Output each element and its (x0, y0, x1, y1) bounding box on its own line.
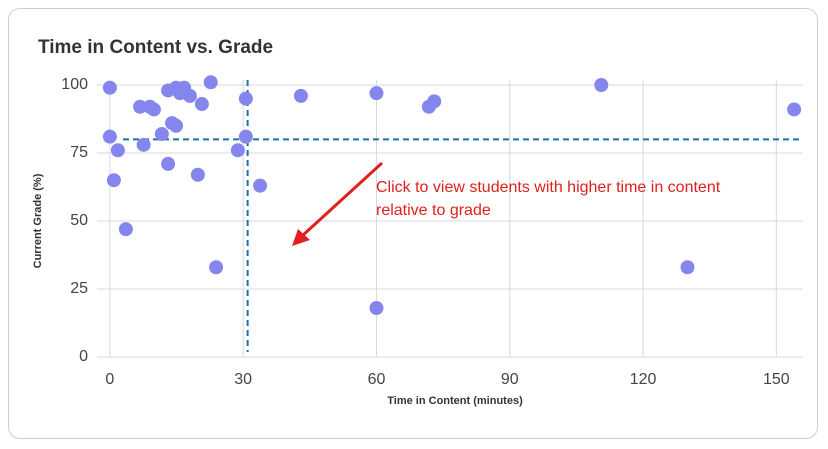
x-tick-label: 0 (105, 371, 114, 388)
point (369, 301, 384, 316)
point (680, 260, 695, 275)
point (102, 80, 117, 95)
point (154, 126, 169, 141)
point (190, 167, 205, 182)
point (146, 102, 161, 117)
x-tick-label: 150 (763, 371, 790, 388)
point (293, 88, 308, 103)
point (110, 143, 125, 158)
point (253, 178, 268, 193)
y-tick-label: 50 (70, 212, 88, 229)
annotation[interactable]: Click to view students with higher time … (376, 179, 721, 219)
point (209, 260, 224, 275)
point (161, 156, 176, 171)
y-tick-label: 25 (70, 280, 88, 297)
y-tick-label: 75 (70, 144, 88, 161)
y-tick-label: 0 (79, 348, 88, 365)
y-tick-label: 100 (61, 76, 88, 93)
point (230, 143, 245, 158)
point (106, 173, 121, 188)
annotation-arrow (292, 161, 384, 246)
point (369, 86, 384, 101)
point (787, 102, 802, 117)
point (102, 129, 117, 144)
point (238, 129, 253, 144)
point (427, 94, 442, 109)
x-tick-label: 90 (501, 371, 519, 388)
card (8, 8, 818, 439)
point (194, 97, 209, 112)
point (136, 137, 151, 152)
point (203, 75, 218, 90)
x-tick-label: 120 (630, 371, 657, 388)
y-axis-label: Current Grade (%) (32, 173, 44, 268)
x-axis-label: Time in Content (minutes) (387, 395, 523, 407)
x-tick-label: 60 (368, 371, 386, 388)
chart-title: Time in Content vs. Grade (38, 37, 273, 58)
point (238, 91, 253, 106)
point (133, 99, 148, 114)
x-tick-label: 30 (234, 371, 252, 388)
point (118, 222, 133, 237)
point (169, 118, 184, 133)
point (594, 78, 609, 92)
point (182, 88, 197, 103)
